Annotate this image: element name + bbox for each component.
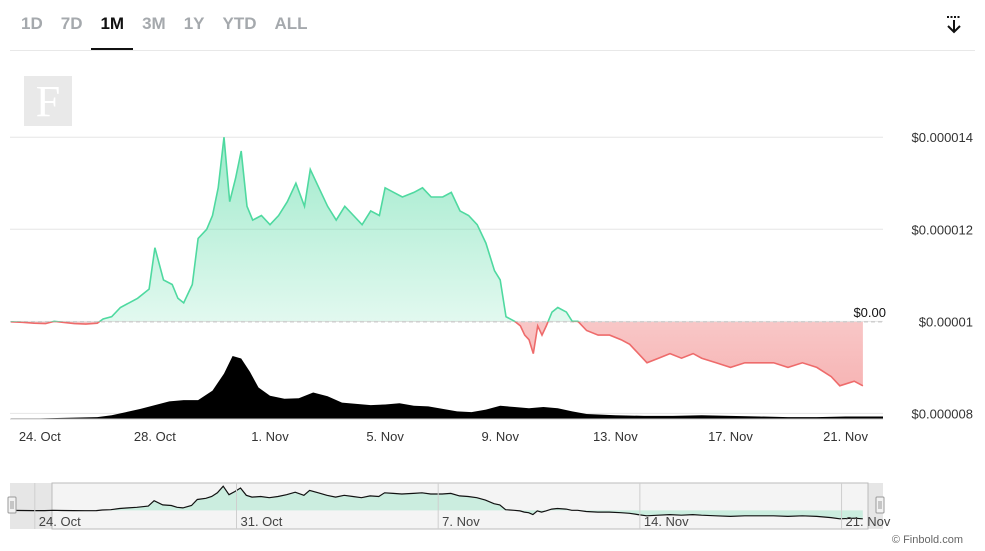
navigator-tick-label: 7. Nov [442,514,480,529]
range-tabs: 1D 7D 1M 3M 1Y YTD ALL [12,0,317,50]
handle-grip[interactable] [7,496,17,514]
finbold-logo: F [24,76,72,126]
y-axis-labels: $0.000008 $0.00001 $0.000012 $0.000014 [912,130,973,421]
y-tick-label: $0.000014 [912,130,973,145]
reference-label: $0.00 [853,305,886,320]
x-tick-label: 17. Nov [708,429,753,444]
x-tick-label: 1. Nov [251,429,289,444]
tab-1m[interactable]: 1M [91,0,134,50]
navigator-tick-label: 24. Oct [39,514,81,529]
price-line-up [11,137,580,322]
header-divider [10,50,975,51]
price-area-down [11,321,863,386]
navigator-area [10,486,863,519]
price-line-down [10,321,864,387]
tab-1y[interactable]: 1Y [183,14,205,33]
navigator-tick-label: 14. Nov [644,514,689,529]
navigator-handle-left[interactable] [7,496,17,514]
navigator-handle-right[interactable] [875,496,885,514]
x-tick-label: 24. Oct [19,429,61,444]
navigator-tick-label: 31. Oct [240,514,282,529]
x-tick-label: 13. Nov [593,429,638,444]
navigator[interactable]: 24. Oct 31. Oct 7. Nov 14. Nov 21. Nov [7,482,891,530]
navigator-labels: 24. Oct 31. Oct 7. Nov 14. Nov 21. Nov [34,483,891,529]
x-tick-label: 5. Nov [366,429,404,444]
handle-grip[interactable] [875,496,885,514]
download-button[interactable] [943,14,965,36]
x-axis-labels: 24. Oct 28. Oct 1. Nov 5. Nov 9. Nov 13. Nov 1… [19,429,869,444]
y-tick-label: $0.000012 [912,222,973,237]
y-tick-label: $0.00001 [919,314,973,329]
price-area-up [52,137,579,322]
tab-all[interactable]: ALL [274,14,308,33]
navigator-line [9,485,863,520]
navigator-tick-label: 21. Nov [846,514,891,529]
volume-area [11,356,883,419]
tab-1d[interactable]: 1D [21,14,43,33]
credit-text: © Finbold.com [891,534,963,546]
tab-7d[interactable]: 7D [60,14,83,33]
x-tick-label: 21. Nov [823,429,868,444]
download-icon [947,16,961,34]
tab-ytd[interactable]: YTD [222,14,257,33]
tab-3m[interactable]: 3M [142,14,166,33]
y-tick-label: $0.000008 [912,406,973,421]
x-tick-label: 28. Oct [134,429,176,444]
x-tick-label: 9. Nov [481,429,519,444]
